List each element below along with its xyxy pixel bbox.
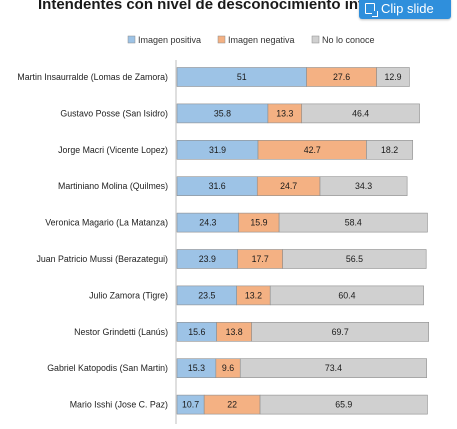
- data-label: 17.7: [252, 254, 269, 264]
- chart-row: Juan Patricio Mussi (Berazategui) 23.9 17.…: [36, 249, 427, 269]
- bar-segment: [366, 140, 414, 160]
- category-label: Julio Zamora (Tigre): [89, 290, 168, 300]
- data-label: 13.3: [276, 108, 293, 118]
- bar-segment: [376, 67, 410, 87]
- data-label: 51: [237, 72, 247, 82]
- data-label: 69.7: [332, 327, 349, 337]
- data-label: 35.8: [214, 108, 231, 118]
- category-label: Mario Isshi (Jose C. Paz): [70, 400, 168, 410]
- chart-row: Jorge Macri (Vicente Lopez) 31.9 42.7 18.2: [58, 140, 414, 160]
- bar-segment: [239, 358, 427, 379]
- bar-segment: [282, 249, 427, 269]
- data-label: 46.4: [352, 108, 369, 118]
- data-label: 34.3: [355, 181, 372, 191]
- data-label: 15.3: [188, 363, 205, 373]
- category-label: Veronica Magario (La Matanza): [45, 218, 168, 228]
- legend-swatch-0: [127, 35, 136, 44]
- category-label: Jorge Macri (Vicente Lopez): [58, 145, 168, 155]
- category-label: Martiniano Molina (Quilmes): [58, 181, 168, 191]
- legend-label-1: Imagen negativa: [228, 35, 295, 45]
- data-label: 73.4: [325, 363, 342, 373]
- chart-row: Nestor Grindetti (Lanús) 15.6 13.8 69.7: [74, 321, 430, 342]
- data-label: 10.7: [182, 400, 199, 410]
- category-label: Nestor Grindetti (Lanús): [74, 327, 168, 337]
- data-label: 12.9: [384, 72, 401, 82]
- bar-segment: [319, 176, 408, 196]
- category-label: Gustavo Posse (San Isidro): [60, 108, 168, 118]
- data-label: 13.8: [226, 327, 243, 337]
- data-label: 31.9: [209, 145, 226, 155]
- legend-label-2: No lo conoce: [322, 35, 375, 45]
- data-label: 13.2: [245, 290, 262, 300]
- chart-row: Gustavo Posse (San Isidro) 35.8 13.3 46.4: [60, 103, 420, 124]
- legend-label-0: Imagen positiva: [138, 35, 201, 45]
- data-label: 42.7: [304, 145, 321, 155]
- chart-rows: Martin Insaurralde (Lomas de Zamora) 51 27…: [17, 67, 430, 415]
- data-label: 58.4: [345, 218, 362, 228]
- chart-row: Veronica Magario (La Matanza) 24.3 15.9 58.…: [45, 212, 428, 233]
- chart-row: Mario Isshi (Jose C. Paz) 10.7 22 65.9: [70, 394, 428, 415]
- data-label: 56.5: [346, 254, 363, 264]
- bar-segment: [301, 103, 420, 124]
- legend: Imagen positiva Imagen negativa No lo cono…: [127, 35, 375, 45]
- clip-slide-label: Clip slide: [381, 0, 434, 16]
- category-label: Juan Patricio Mussi (Berazategui): [36, 254, 168, 264]
- data-label: 15.6: [188, 327, 205, 337]
- clip-slide-button[interactable]: Clip slide: [359, 0, 451, 19]
- data-label: 24.7: [280, 181, 297, 191]
- data-label: 60.4: [338, 290, 355, 300]
- bar-segment: [259, 394, 428, 415]
- category-label: Gabriel Katopodis (San Martin): [47, 363, 168, 373]
- legend-swatch-2: [311, 35, 320, 44]
- bar-segment: [269, 285, 424, 306]
- data-label: 27.6: [333, 72, 350, 82]
- bar-segment: [278, 212, 428, 233]
- chart-row: Gabriel Katopodis (San Martin) 15.3 9.6 73.…: [47, 358, 427, 379]
- clip-icon: [365, 2, 378, 17]
- data-label: 9.6: [222, 363, 234, 373]
- category-label: Martin Insaurralde (Lomas de Zamora): [17, 72, 168, 82]
- data-label: 23.9: [199, 254, 216, 264]
- bar-segment: [251, 321, 430, 342]
- data-label: 65.9: [335, 400, 352, 410]
- data-label: 24.3: [199, 218, 216, 228]
- chart-row: Julio Zamora (Tigre) 23.5 13.2 60.4: [89, 285, 424, 306]
- data-label: 22: [227, 400, 237, 410]
- data-label: 18.2: [381, 145, 398, 155]
- chart-row: Martin Insaurralde (Lomas de Zamora) 51 27…: [17, 67, 410, 87]
- data-label: 23.5: [198, 290, 215, 300]
- chart-row: Martiniano Molina (Quilmes) 31.6 24.7 34.3: [58, 176, 408, 196]
- data-label: 15.9: [250, 218, 267, 228]
- data-label: 31.6: [209, 181, 226, 191]
- legend-swatch-1: [217, 35, 226, 44]
- chart-title: Intendentes con nivel de desconocimiento…: [38, 0, 373, 13]
